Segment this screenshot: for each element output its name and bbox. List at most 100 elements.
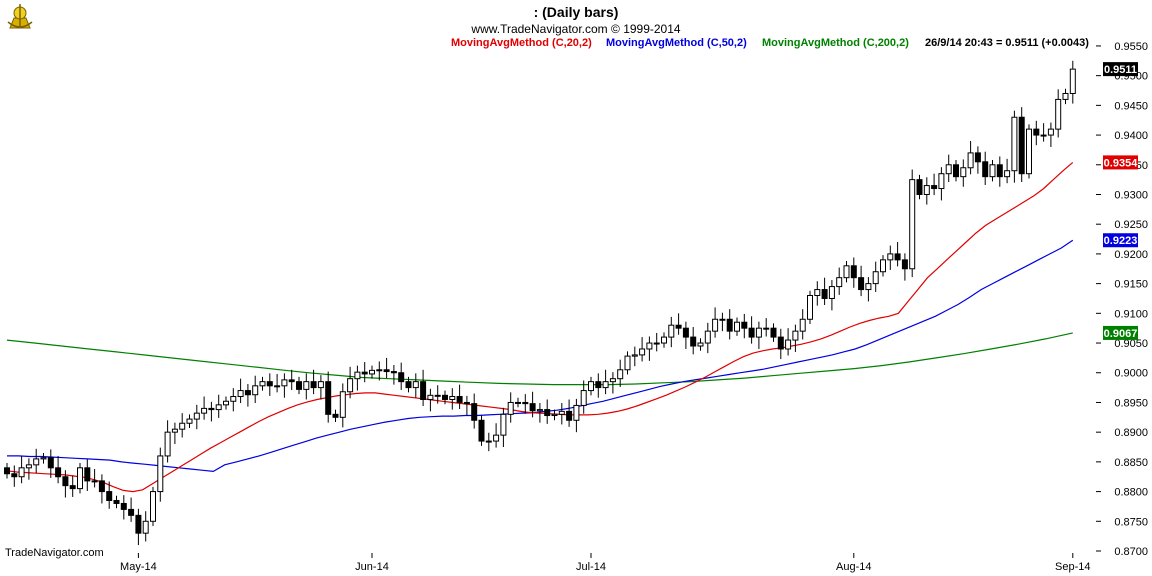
candle bbox=[62, 470, 69, 498]
candle bbox=[164, 420, 171, 463]
last-price-info: 26/9/14 20:43 = 0.9511 (+0.0043) bbox=[925, 37, 1089, 49]
candle bbox=[463, 395, 470, 416]
candle bbox=[807, 290, 813, 325]
candle bbox=[945, 154, 952, 183]
candle bbox=[208, 401, 215, 422]
candle bbox=[33, 448, 40, 474]
candle bbox=[777, 328, 784, 360]
candle bbox=[515, 397, 521, 408]
candle bbox=[493, 423, 500, 448]
candle bbox=[1040, 123, 1047, 142]
candle bbox=[507, 392, 514, 423]
candle bbox=[880, 255, 886, 277]
candle bbox=[69, 475, 76, 497]
candle bbox=[661, 332, 667, 348]
candle bbox=[719, 312, 726, 332]
candle bbox=[536, 403, 543, 423]
candle bbox=[551, 409, 558, 421]
candle bbox=[624, 351, 631, 375]
y-tick-label: 0.8800 bbox=[1114, 487, 1148, 499]
candle bbox=[157, 447, 164, 502]
candle bbox=[522, 394, 529, 414]
candle bbox=[361, 362, 368, 383]
candle bbox=[390, 365, 397, 385]
candle bbox=[223, 396, 229, 410]
value-tag-label: 0.9223 bbox=[1104, 235, 1138, 247]
candle bbox=[580, 380, 587, 414]
legend-ma50: MovingAvgMethod (C,50,2) bbox=[606, 37, 747, 49]
candle bbox=[230, 388, 237, 412]
value-tag-label: 0.9067 bbox=[1104, 328, 1138, 340]
candle bbox=[989, 160, 996, 182]
candle bbox=[799, 309, 806, 340]
y-tick-label: 0.8700 bbox=[1114, 546, 1148, 558]
candle bbox=[887, 245, 894, 270]
candle bbox=[1011, 110, 1018, 183]
candle bbox=[98, 474, 105, 504]
candle bbox=[325, 371, 332, 423]
candle bbox=[303, 373, 310, 400]
candle bbox=[398, 362, 405, 390]
candle bbox=[588, 376, 594, 396]
candle bbox=[646, 336, 653, 361]
candle bbox=[369, 365, 375, 379]
candle bbox=[573, 398, 580, 433]
candle bbox=[843, 261, 850, 283]
candle bbox=[215, 394, 222, 418]
candle bbox=[558, 403, 565, 425]
candle bbox=[1018, 107, 1025, 183]
candle bbox=[317, 375, 324, 400]
candle bbox=[916, 174, 923, 200]
x-tick-label: Jun-14 bbox=[355, 561, 389, 573]
x-tick-label: Jul-14 bbox=[576, 561, 606, 573]
candle bbox=[434, 385, 441, 404]
candle bbox=[142, 511, 149, 542]
y-tick-label: 0.9200 bbox=[1114, 249, 1148, 261]
value-tag: 0.9223 bbox=[1103, 233, 1138, 248]
candle bbox=[296, 376, 302, 395]
ma200-line bbox=[6, 332, 1073, 386]
legend-ma200: MovingAvgMethod (C,200,2) bbox=[762, 37, 909, 49]
candle bbox=[785, 328, 792, 356]
candle bbox=[179, 413, 186, 438]
candle bbox=[617, 359, 624, 388]
candle bbox=[347, 366, 354, 399]
candle bbox=[186, 414, 193, 429]
candle bbox=[201, 396, 208, 420]
candle bbox=[850, 257, 857, 288]
candle bbox=[712, 307, 719, 338]
candle bbox=[595, 373, 602, 398]
candle bbox=[828, 280, 835, 311]
y-tick-label: 0.8950 bbox=[1114, 397, 1148, 409]
candle bbox=[763, 318, 770, 337]
candle bbox=[923, 177, 930, 205]
candle bbox=[1055, 89, 1062, 138]
y-tick-label: 0.9150 bbox=[1114, 279, 1148, 291]
candle bbox=[449, 388, 456, 410]
value-tag: 0.9354 bbox=[1103, 155, 1139, 170]
candle bbox=[120, 495, 127, 520]
candle bbox=[639, 337, 646, 362]
candle bbox=[566, 399, 573, 427]
candle bbox=[383, 357, 390, 379]
chart-logo bbox=[7, 4, 33, 29]
candle bbox=[1069, 60, 1076, 104]
candle bbox=[953, 160, 959, 182]
candle bbox=[1062, 88, 1069, 105]
candle bbox=[974, 146, 981, 174]
y-tick-label: 0.9250 bbox=[1114, 219, 1148, 231]
y-tick-label: 0.9400 bbox=[1114, 130, 1148, 142]
value-tag-label: 0.9511 bbox=[1104, 64, 1137, 76]
candle bbox=[25, 458, 32, 480]
value-tag-label: 0.9354 bbox=[1104, 157, 1139, 169]
candle bbox=[529, 391, 536, 418]
candle bbox=[901, 253, 908, 281]
candle bbox=[872, 261, 879, 292]
y-tick-label: 0.9050 bbox=[1114, 338, 1148, 350]
candle bbox=[821, 277, 828, 306]
y-tick-label: 0.9450 bbox=[1114, 100, 1148, 112]
candle bbox=[4, 463, 10, 479]
chart-title: : (Daily bars) bbox=[534, 4, 619, 20]
candle bbox=[836, 267, 843, 295]
